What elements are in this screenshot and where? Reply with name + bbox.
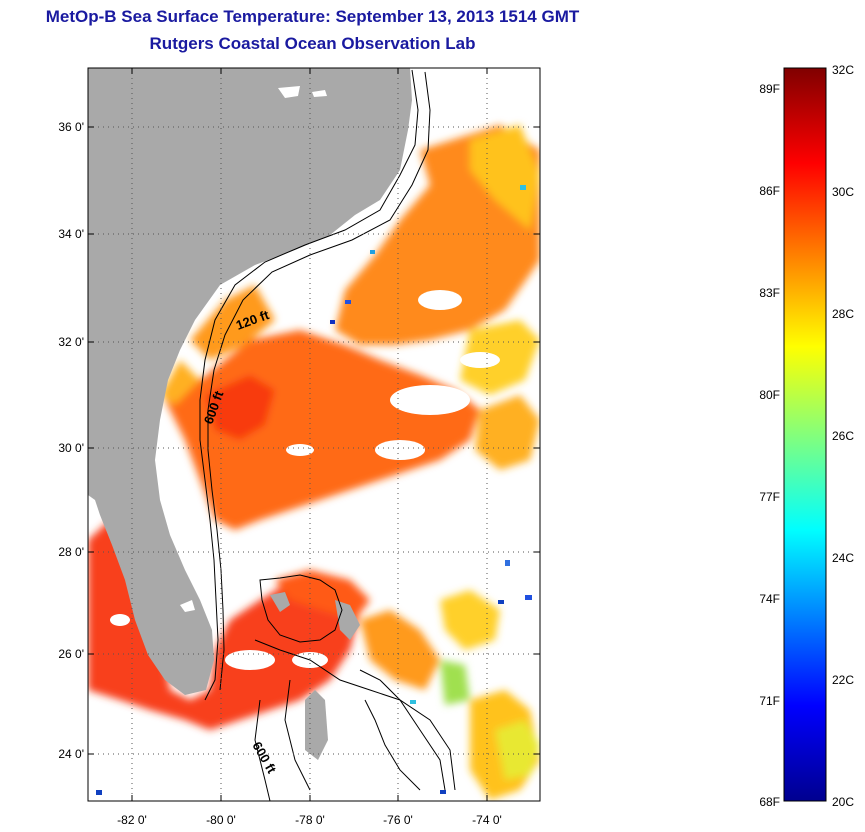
land — [88, 68, 412, 760]
colorbar-c-label: 30C — [832, 185, 854, 199]
lat-label: 36 0' — [58, 120, 84, 134]
map-title: MetOp-B Sea Surface Temperature: Septemb… — [45, 7, 580, 26]
lat-label: 30 0' — [58, 441, 84, 455]
map-frame — [87, 67, 541, 802]
lon-label: -80 0' — [206, 813, 236, 827]
bathymetry-contours — [199, 69, 456, 801]
lat-label: 34 0' — [58, 227, 84, 241]
graticule — [88, 68, 540, 801]
map-panel: 120 ft 600 ft 600 ft — [88, 68, 540, 801]
lon-label: -76 0' — [383, 813, 413, 827]
sst-field — [88, 125, 540, 800]
colorbar-f-label: 77F — [759, 490, 780, 504]
colorbar-gradient — [784, 68, 826, 801]
colorbar: 89F 86F 83F 80F 77F 74F 71F 68F 32C 30C … — [759, 63, 854, 809]
lon-label: -78 0' — [295, 813, 325, 827]
colorbar-c-label: 20C — [832, 795, 854, 809]
lakes — [180, 86, 327, 612]
colorbar-f-label: 86F — [759, 184, 780, 198]
colorbar-f-label: 80F — [759, 388, 780, 402]
colorbar-c-label: 24C — [832, 551, 854, 565]
lat-label: 32 0' — [58, 335, 84, 349]
colorbar-c-label: 26C — [832, 429, 854, 443]
lat-label: 26 0' — [58, 647, 84, 661]
lat-label: 28 0' — [58, 545, 84, 559]
colorbar-f-label: 71F — [759, 694, 780, 708]
colorbar-f-label: 83F — [759, 286, 780, 300]
colorbar-f-labels: 89F 86F 83F 80F 77F 74F 71F 68F — [759, 82, 780, 809]
colorbar-c-label: 32C — [832, 63, 854, 77]
map-subtitle: Rutgers Coastal Ocean Observation Lab — [149, 34, 476, 53]
latitude-labels: 36 0' 34 0' 32 0' 30 0' 28 0' 26 0' 24 0… — [58, 120, 84, 761]
longitude-labels: -82 0' -80 0' -78 0' -76 0' -74 0' — [117, 813, 502, 827]
lon-label: -74 0' — [472, 813, 502, 827]
colorbar-f-label: 68F — [759, 795, 780, 809]
lon-label: -82 0' — [117, 813, 147, 827]
cloud-mask — [110, 290, 500, 670]
colorbar-f-label: 74F — [759, 592, 780, 606]
tick-marks — [88, 68, 540, 801]
lat-label: 24 0' — [58, 747, 84, 761]
colorbar-c-label: 28C — [832, 307, 854, 321]
colorbar-frame — [783, 67, 827, 802]
sst-speckles — [96, 185, 532, 795]
colorbar-c-labels: 32C 30C 28C 26C 24C 22C 20C — [832, 63, 854, 809]
colorbar-f-label: 89F — [759, 82, 780, 96]
colorbar-c-label: 22C — [832, 673, 854, 687]
